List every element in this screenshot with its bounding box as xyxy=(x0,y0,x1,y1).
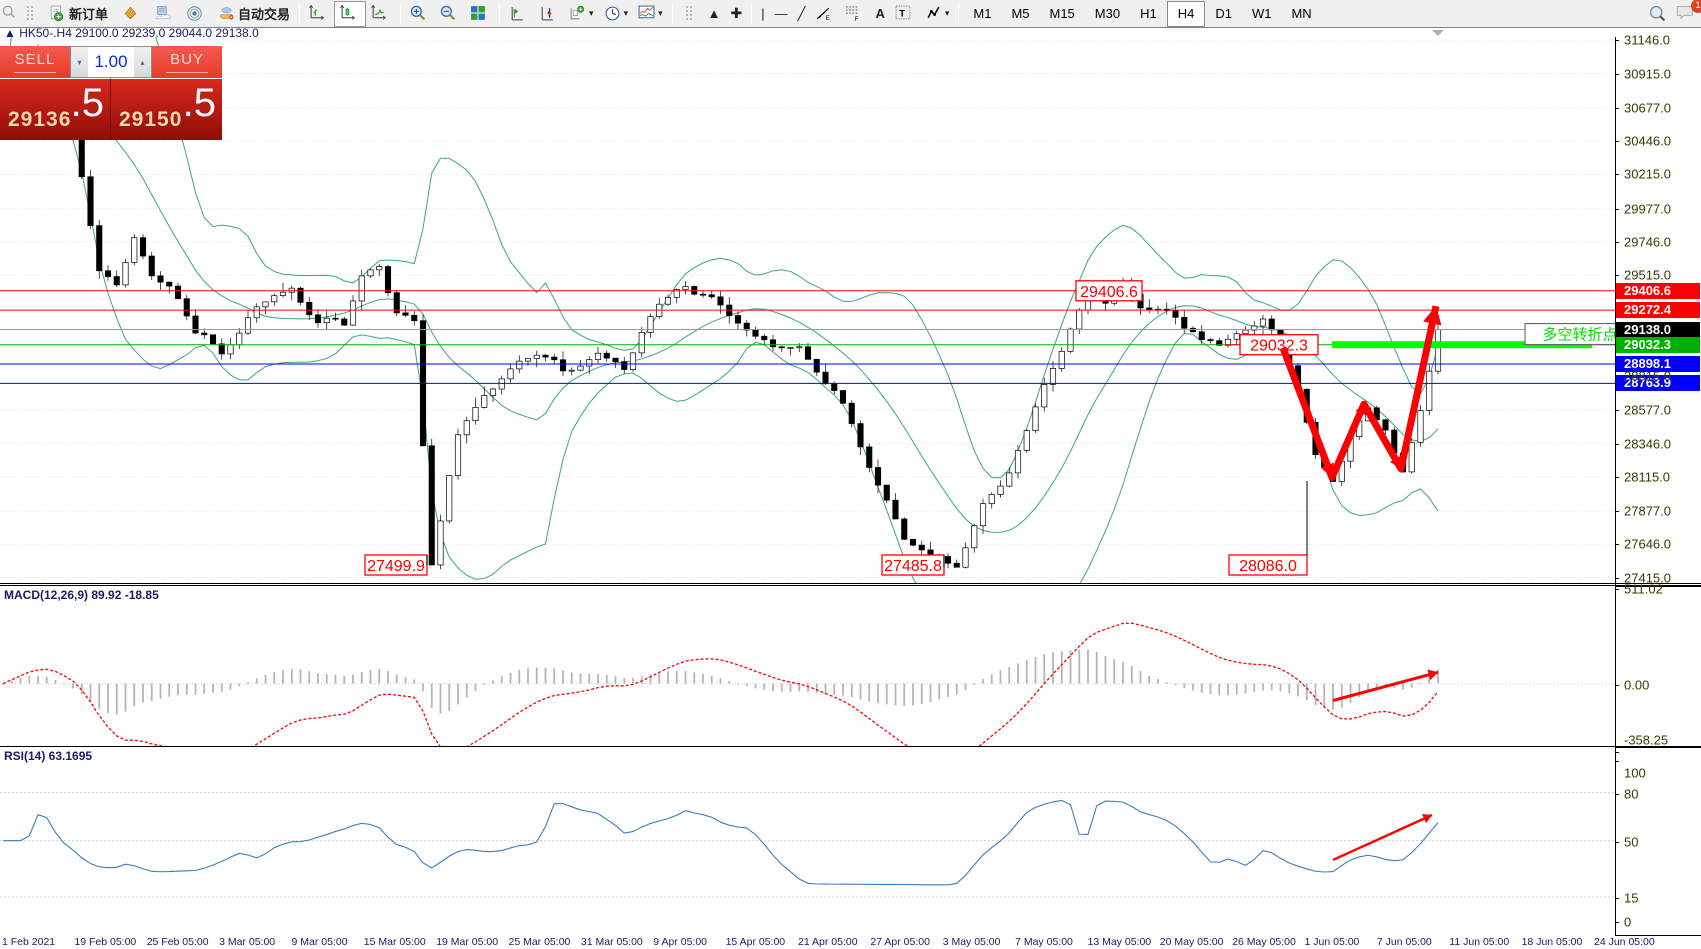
svg-text:多空转折点: 多空转折点 xyxy=(1542,327,1615,344)
svg-text:E: E xyxy=(826,15,830,22)
svg-text:29406.6: 29406.6 xyxy=(1080,284,1138,301)
svg-text:28086.0: 28086.0 xyxy=(1239,558,1297,575)
svg-text:27499.9: 27499.9 xyxy=(367,558,425,575)
svg-text:F: F xyxy=(855,16,859,22)
svg-text:27485.8: 27485.8 xyxy=(884,558,942,575)
svg-text:T: T xyxy=(899,9,905,20)
svg-text:29032.3: 29032.3 xyxy=(1250,338,1308,355)
